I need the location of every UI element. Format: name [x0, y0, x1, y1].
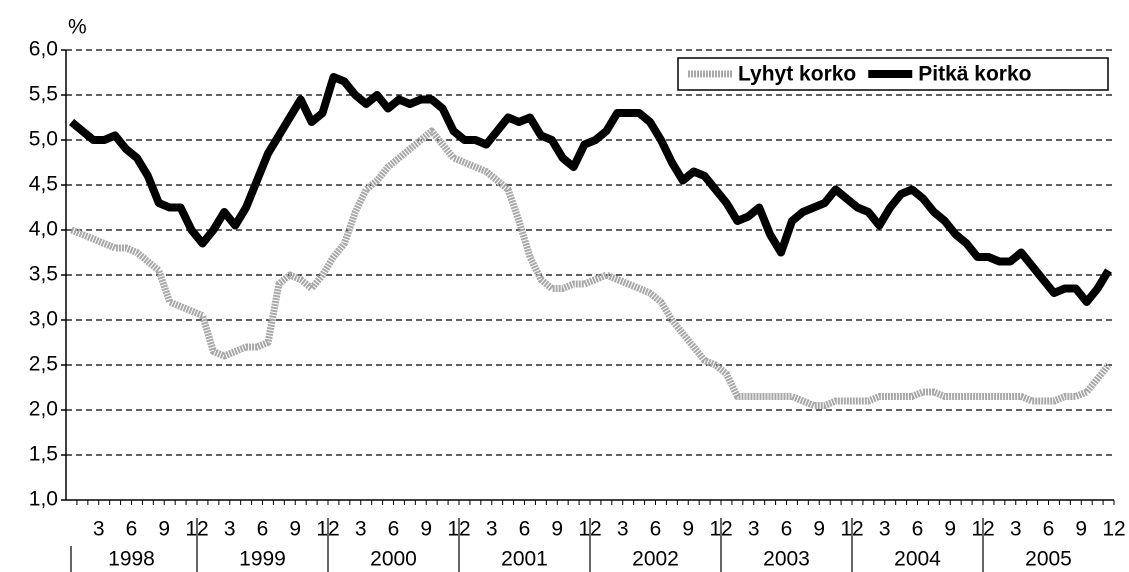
x-tick-label: 6 [781, 518, 793, 541]
y-tick-label: 2,5 [29, 353, 58, 376]
year-label: 1999 [239, 548, 286, 571]
x-tick-label: 6 [1043, 518, 1055, 541]
x-tick-label: 9 [944, 518, 956, 541]
x-tick-label: 9 [813, 518, 825, 541]
x-tick-label: 3 [879, 518, 891, 541]
x-tick-label: 3 [224, 518, 236, 541]
legend-label: Lyhyt korko [738, 63, 856, 86]
x-tick-label: 9 [551, 518, 563, 541]
year-label: 2005 [1025, 548, 1072, 571]
y-tick-label: 4,5 [29, 173, 58, 196]
x-tick-label: 3 [486, 518, 498, 541]
x-tick-label: 6 [126, 518, 138, 541]
y-tick-label: 5,5 [29, 83, 58, 106]
x-tick-label: 6 [519, 518, 531, 541]
year-label: 2002 [632, 548, 679, 571]
y-tick-label: 3,0 [29, 308, 58, 331]
x-tick-label: 3 [355, 518, 367, 541]
y-tick-label: 2,0 [29, 398, 58, 421]
x-tick-label: 6 [912, 518, 924, 541]
y-tick-label: 4,0 [29, 218, 58, 241]
x-tick-label: 3 [748, 518, 760, 541]
year-label: 2001 [501, 548, 548, 571]
x-tick-label: 3 [93, 518, 105, 541]
year-label: 1998 [108, 548, 155, 571]
x-tick-label: 3 [617, 518, 629, 541]
y-tick-label: 6,0 [29, 38, 58, 61]
y-tick-label: 1,0 [29, 488, 58, 511]
year-label: 2000 [370, 548, 417, 571]
x-tick-label: 12 [1102, 518, 1125, 541]
year-label: 2004 [894, 548, 941, 571]
line-series [68, 73, 1112, 306]
y-tick-label: 3,5 [29, 263, 58, 286]
x-tick-label: 9 [1075, 518, 1087, 541]
legend-label: Pitkä korko [918, 63, 1031, 86]
year-label: 2003 [763, 548, 810, 571]
x-tick-label: 9 [289, 518, 301, 541]
x-tick-label: 6 [388, 518, 400, 541]
x-tick-label: 9 [158, 518, 170, 541]
x-tick-label: 9 [682, 518, 694, 541]
y-tick-label: 1,5 [29, 443, 58, 466]
y-axis-label: % [68, 16, 87, 39]
x-tick-label: 9 [420, 518, 432, 541]
x-tick-label: 6 [650, 518, 662, 541]
x-tick-label: 6 [257, 518, 269, 541]
line-series [70, 127, 1112, 409]
x-tick-label: 3 [1010, 518, 1022, 541]
y-tick-label: 5,0 [29, 128, 58, 151]
